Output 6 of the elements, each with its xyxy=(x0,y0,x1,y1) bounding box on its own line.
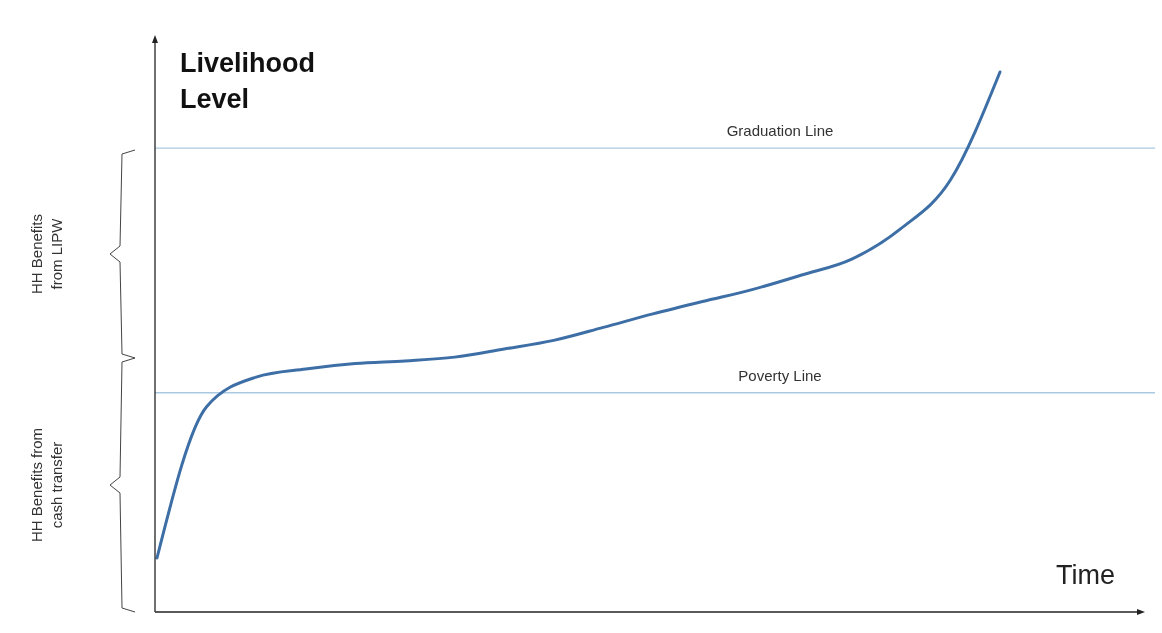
text: HH Benefits from LIPW xyxy=(28,213,65,295)
text: HH Benefits from cash transfer xyxy=(28,427,65,543)
ref-line-label: Poverty Line xyxy=(738,366,822,384)
y-axis-title: Livelihood Level xyxy=(180,48,315,114)
x-axis-title: Time xyxy=(1056,560,1115,590)
ref-line-label: Graduation Line xyxy=(726,122,834,140)
